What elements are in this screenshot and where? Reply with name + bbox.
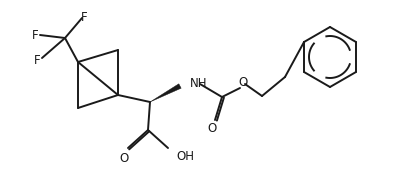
Text: O: O — [119, 151, 129, 165]
Text: NH: NH — [190, 76, 207, 90]
Polygon shape — [150, 84, 181, 102]
Text: O: O — [239, 76, 247, 88]
Text: OH: OH — [176, 149, 194, 163]
Text: F: F — [34, 54, 40, 67]
Text: F: F — [81, 11, 87, 23]
Text: O: O — [207, 122, 217, 136]
Text: F: F — [32, 28, 38, 42]
